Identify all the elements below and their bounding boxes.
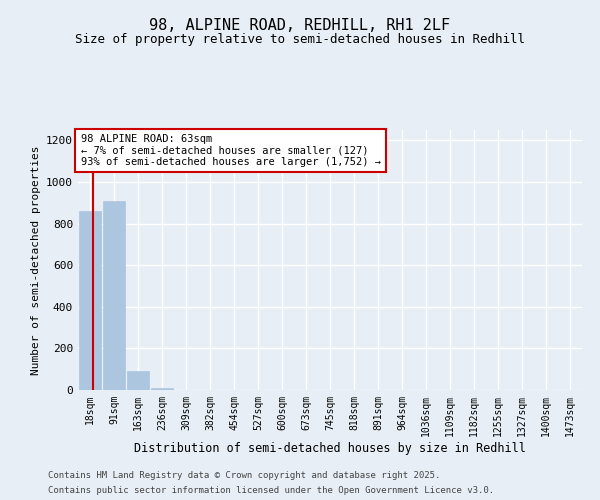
- Text: Size of property relative to semi-detached houses in Redhill: Size of property relative to semi-detach…: [75, 32, 525, 46]
- Bar: [79, 211, 101, 390]
- Bar: [151, 388, 173, 390]
- X-axis label: Distribution of semi-detached houses by size in Redhill: Distribution of semi-detached houses by …: [134, 442, 526, 454]
- Bar: [103, 200, 125, 390]
- Y-axis label: Number of semi-detached properties: Number of semi-detached properties: [31, 145, 41, 375]
- Text: Contains public sector information licensed under the Open Government Licence v3: Contains public sector information licen…: [48, 486, 494, 495]
- Text: 98 ALPINE ROAD: 63sqm
← 7% of semi-detached houses are smaller (127)
93% of semi: 98 ALPINE ROAD: 63sqm ← 7% of semi-detac…: [80, 134, 380, 167]
- Bar: [127, 372, 149, 390]
- Text: 98, ALPINE ROAD, REDHILL, RH1 2LF: 98, ALPINE ROAD, REDHILL, RH1 2LF: [149, 18, 451, 32]
- Text: Contains HM Land Registry data © Crown copyright and database right 2025.: Contains HM Land Registry data © Crown c…: [48, 471, 440, 480]
